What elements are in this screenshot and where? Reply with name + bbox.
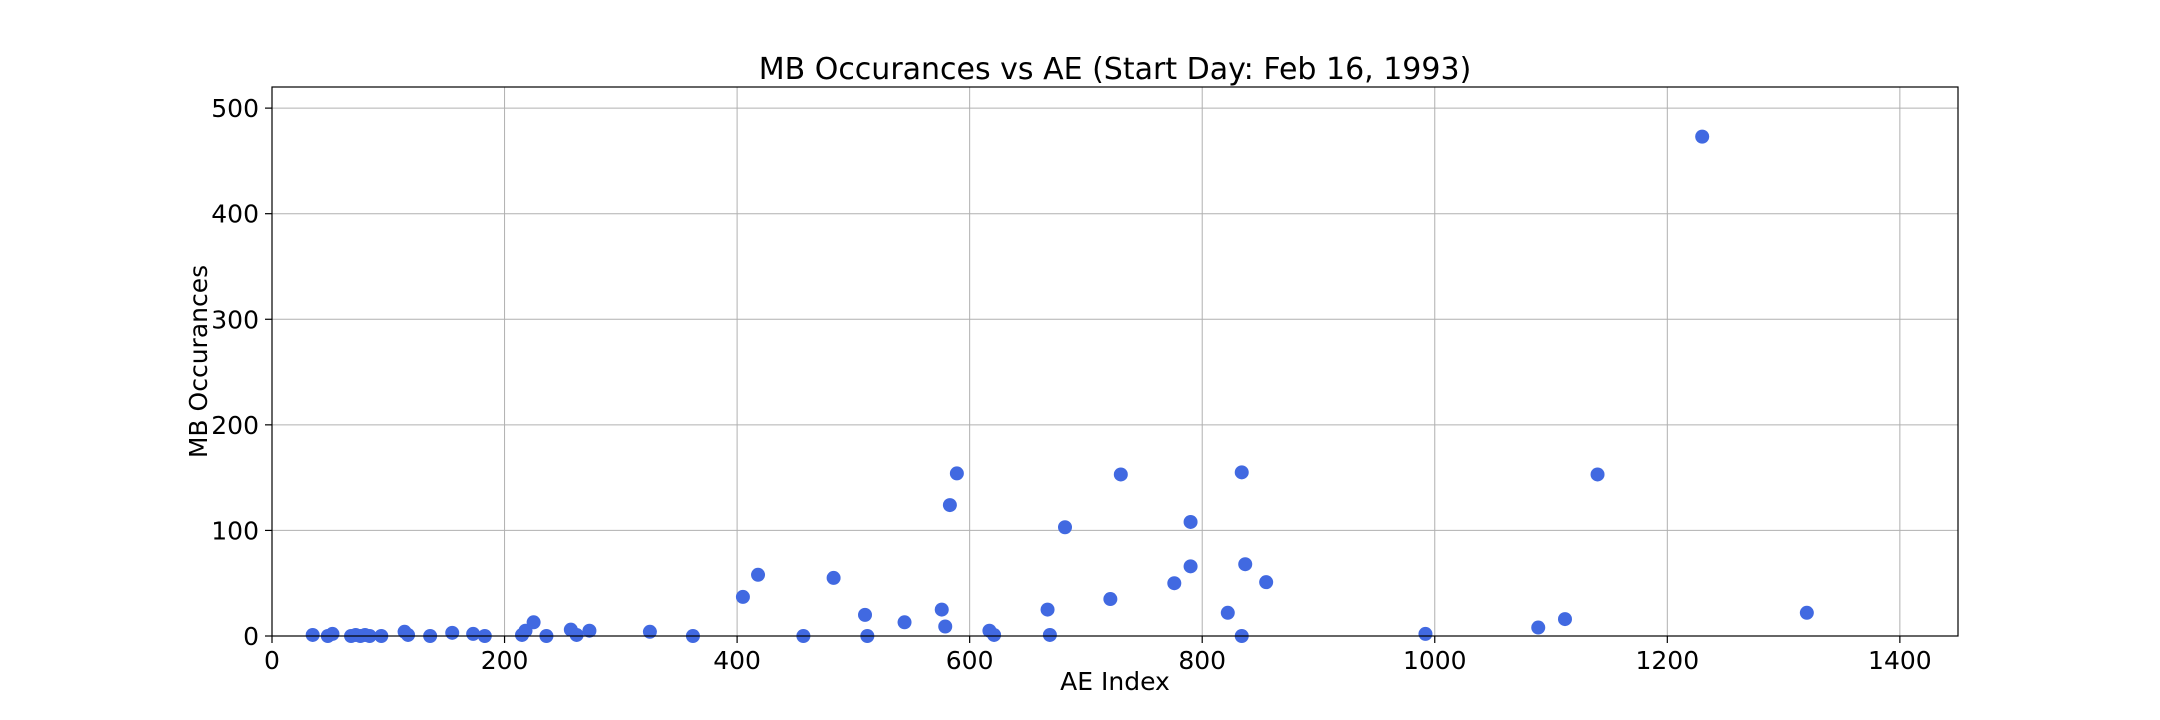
x-tick-label: 800 bbox=[1178, 646, 1226, 675]
data-point bbox=[1058, 520, 1073, 535]
data-point bbox=[949, 466, 964, 481]
data-point bbox=[858, 607, 873, 622]
x-axis-label: AE Index bbox=[1060, 667, 1170, 696]
data-point bbox=[526, 615, 541, 630]
data-point bbox=[1695, 129, 1710, 144]
data-point bbox=[751, 567, 766, 582]
plot-frame bbox=[271, 86, 1959, 637]
data-point bbox=[401, 627, 416, 642]
data-point bbox=[466, 626, 481, 641]
y-tick-label: 300 bbox=[211, 305, 259, 334]
y-tick-label: 100 bbox=[211, 516, 259, 545]
data-point bbox=[305, 627, 320, 642]
data-point bbox=[826, 570, 841, 585]
data-point bbox=[1259, 575, 1274, 590]
y-tick-label: 200 bbox=[211, 411, 259, 440]
data-point bbox=[1042, 627, 1057, 642]
data-point bbox=[569, 627, 584, 642]
data-point bbox=[1183, 514, 1198, 529]
data-point bbox=[582, 623, 597, 638]
data-point bbox=[642, 624, 657, 639]
data-point bbox=[938, 619, 953, 634]
data-point bbox=[1557, 612, 1572, 627]
y-axis-label: MB Occurances bbox=[184, 265, 213, 458]
x-tick-label: 600 bbox=[946, 646, 994, 675]
y-axis-ticks: 0 100 200 300 400 500 bbox=[211, 94, 272, 651]
data-point bbox=[1220, 605, 1235, 620]
x-tick-label: 1400 bbox=[1868, 646, 1932, 675]
data-point bbox=[1234, 465, 1249, 480]
data-point bbox=[1167, 576, 1182, 591]
data-point bbox=[1113, 467, 1128, 482]
data-point bbox=[987, 627, 1002, 642]
data-point bbox=[1799, 605, 1814, 620]
y-tick-label: 400 bbox=[211, 200, 259, 229]
x-tick-label: 200 bbox=[481, 646, 529, 675]
data-point bbox=[942, 498, 957, 513]
data-point bbox=[1238, 557, 1253, 572]
data-point bbox=[735, 589, 750, 604]
x-axis-ticks: 0 200 400 600 800 1000 1200 1400 bbox=[264, 636, 1932, 675]
data-points bbox=[305, 129, 1814, 643]
y-tick-label: 0 bbox=[243, 622, 259, 651]
data-point bbox=[1183, 559, 1198, 574]
data-point bbox=[1418, 626, 1433, 641]
x-tick-label: 400 bbox=[713, 646, 761, 675]
data-point bbox=[445, 625, 460, 640]
x-tick-label: 1200 bbox=[1635, 646, 1699, 675]
data-point bbox=[1040, 602, 1055, 617]
data-point bbox=[1103, 592, 1118, 607]
data-point bbox=[934, 602, 949, 617]
data-point bbox=[897, 615, 912, 630]
chart-title: MB Occurances vs AE (Start Day: Feb 16, … bbox=[759, 52, 1472, 87]
x-tick-label: 1000 bbox=[1403, 646, 1467, 675]
data-point bbox=[1590, 467, 1605, 482]
data-point bbox=[325, 626, 340, 641]
x-tick-label: 0 bbox=[264, 646, 280, 675]
data-point bbox=[1531, 620, 1546, 635]
y-tick-label: 500 bbox=[211, 94, 259, 123]
